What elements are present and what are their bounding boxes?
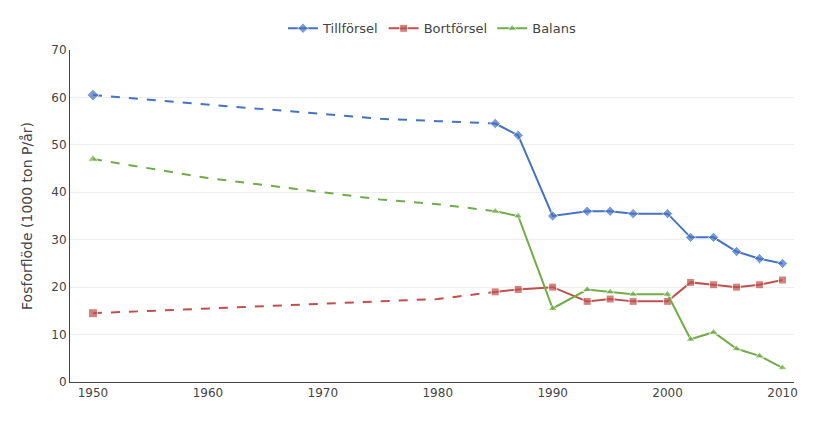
svg-text:1960: 1960 [193,386,224,400]
svg-text:Fosforflöde (1000 ton P/år): Fosforflöde (1000 ton P/år) [19,122,35,310]
svg-text:1990: 1990 [537,386,568,400]
svg-text:10: 10 [51,328,66,342]
svg-text:2000: 2000 [652,386,683,400]
svg-text:50: 50 [51,138,66,152]
svg-text:Bortförsel: Bortförsel [424,21,488,36]
svg-text:0: 0 [59,375,67,389]
svg-text:1950: 1950 [78,386,109,400]
svg-text:70: 70 [51,43,66,57]
svg-text:2010: 2010 [767,386,798,400]
svg-text:1980: 1980 [422,386,453,400]
svg-text:Balans: Balans [532,21,576,36]
svg-text:40: 40 [51,185,66,199]
svg-text:20: 20 [51,280,66,294]
svg-text:60: 60 [51,91,66,105]
svg-text:1970: 1970 [308,386,339,400]
svg-text:30: 30 [51,233,66,247]
svg-text:Tillförsel: Tillförsel [322,21,378,36]
